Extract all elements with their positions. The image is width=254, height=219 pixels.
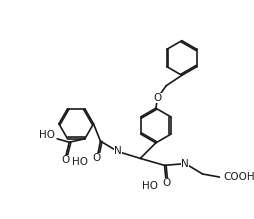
Text: HO: HO bbox=[72, 157, 88, 167]
Text: N: N bbox=[114, 147, 122, 157]
Text: HO: HO bbox=[39, 130, 55, 140]
Text: O: O bbox=[62, 155, 70, 164]
Text: O: O bbox=[93, 154, 101, 163]
Text: HO: HO bbox=[141, 181, 157, 191]
Text: N: N bbox=[181, 159, 189, 169]
Text: O: O bbox=[153, 93, 162, 103]
Text: O: O bbox=[162, 178, 170, 188]
Text: COOH: COOH bbox=[224, 173, 254, 182]
